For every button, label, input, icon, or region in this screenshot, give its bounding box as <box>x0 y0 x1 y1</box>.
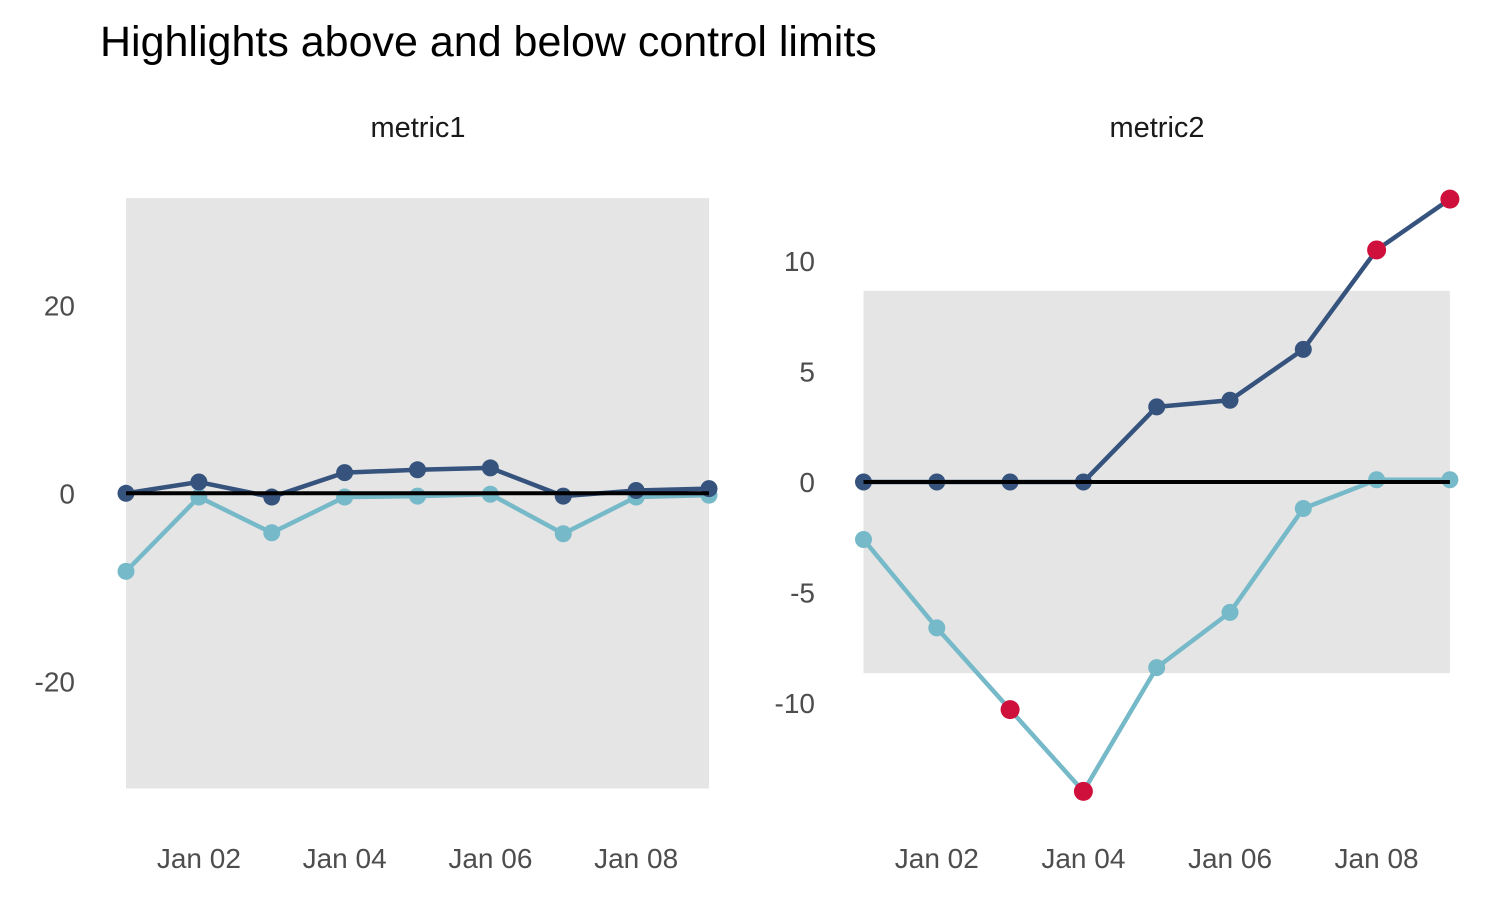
x-axis-tick-label: Jan 04 <box>303 843 387 874</box>
facet-label-metric2: metric2 <box>1109 112 1205 144</box>
data-point-above <box>1221 391 1239 409</box>
out-of-control-point <box>1440 189 1460 209</box>
out-of-control-point <box>1073 781 1093 801</box>
data-point-below <box>117 562 135 580</box>
x-axis-tick-label: Jan 02 <box>157 843 241 874</box>
data-point-above <box>263 488 281 506</box>
x-axis-tick-label: Jan 08 <box>1335 843 1419 874</box>
x-axis-tick-label: Jan 08 <box>594 843 678 874</box>
data-point-below <box>855 530 872 548</box>
y-axis-tick-label: -5 <box>790 578 815 609</box>
x-axis-tick-label: Jan 04 <box>1041 843 1125 874</box>
data-point-below <box>409 487 426 505</box>
data-point-below <box>1441 471 1459 489</box>
data-point-below <box>1221 603 1239 621</box>
data-point-below <box>336 488 354 506</box>
data-point-above <box>409 461 426 479</box>
data-point-below <box>263 524 281 542</box>
data-point-below <box>1368 471 1386 489</box>
data-point-below <box>190 488 208 506</box>
y-axis-tick-label: 0 <box>59 478 75 509</box>
data-point-below <box>1148 659 1166 677</box>
data-point-below <box>554 525 572 543</box>
y-axis-tick-label: 5 <box>799 357 815 388</box>
out-of-control-point <box>1367 240 1387 260</box>
x-axis-tick-label: Jan 06 <box>1188 843 1272 874</box>
out-of-control-point <box>1000 700 1020 720</box>
y-axis-tick-label: 10 <box>784 246 815 277</box>
data-point-below <box>1294 500 1312 518</box>
data-point-above <box>1294 340 1312 358</box>
data-point-above <box>190 473 208 491</box>
plot-title: Highlights above and below control limit… <box>100 18 877 66</box>
data-point-above <box>481 459 499 477</box>
x-axis-tick-label: Jan 02 <box>895 843 979 874</box>
data-point-above <box>336 464 354 482</box>
data-point-below <box>928 619 946 637</box>
data-point-above <box>627 481 645 499</box>
y-axis-tick-label: 0 <box>799 467 815 498</box>
x-axis-tick-label: Jan 06 <box>448 843 532 874</box>
y-axis-tick-label: 20 <box>44 290 75 321</box>
data-point-above <box>554 487 572 505</box>
data-point-above <box>1148 398 1166 416</box>
facet-label-metric1: metric1 <box>370 112 466 144</box>
y-axis-tick-label: -10 <box>775 688 815 719</box>
y-axis-tick-label: -20 <box>35 666 75 697</box>
